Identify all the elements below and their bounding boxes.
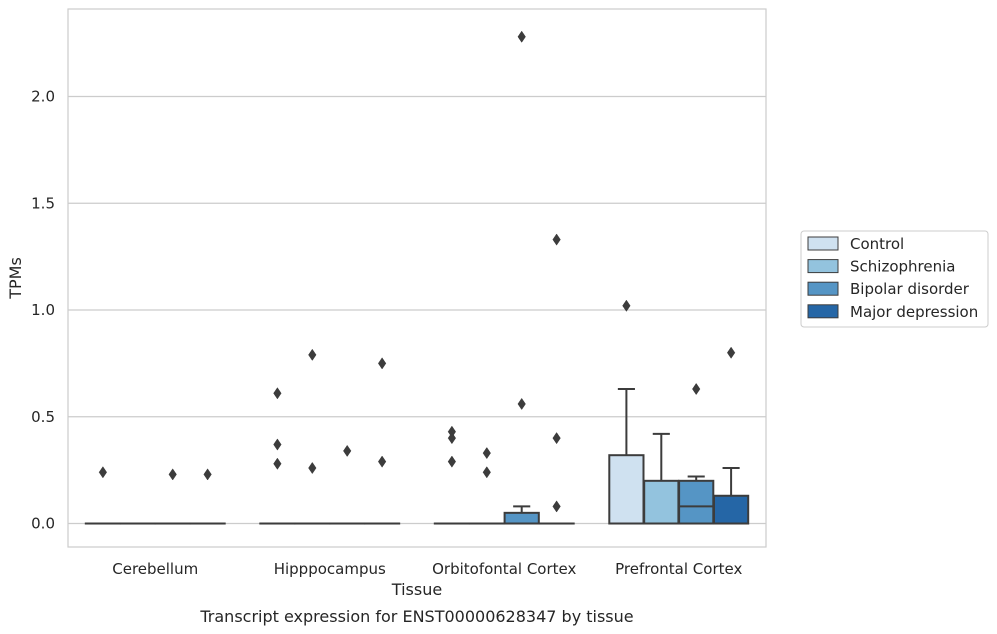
box-2-3 [538, 233, 575, 525]
y-tick-label: 2.0 [31, 88, 55, 106]
box-1-2 [329, 444, 366, 525]
outlier-point [168, 468, 177, 481]
box-body [608, 454, 645, 525]
outlier-point [482, 466, 491, 479]
outlier-point [203, 468, 212, 481]
x-tick-label: Hipppocampus [274, 560, 386, 578]
legend-frame [800, 230, 989, 328]
legend-swatch [807, 259, 839, 274]
box-3-0 [608, 299, 645, 525]
y-tick-label: 0.5 [31, 408, 55, 426]
chart-caption: Transcript expression for ENST0000062834… [199, 607, 633, 626]
y-axis-label: TPMs [6, 257, 25, 300]
y-tick-label: 1.5 [31, 194, 55, 212]
outlier-point [692, 382, 701, 396]
outlier-point [552, 500, 561, 513]
outlier-point [482, 447, 491, 460]
outlier-point [308, 461, 317, 475]
x-axis-ticks: Cerebellum Hipppocampus Orbitofontal Corte… [112, 560, 742, 578]
legend-swatch [807, 236, 839, 251]
box-body [678, 479, 715, 525]
legend: Control Schizophrenia Bipolar disorder Majo… [800, 230, 989, 328]
box-1-0 [259, 387, 296, 525]
legend-swatch [807, 304, 839, 319]
outlier-point [552, 432, 561, 445]
x-tick-label: Prefrontal Cortex [615, 560, 742, 578]
box-1-1 [294, 348, 331, 525]
outlier-point [273, 438, 282, 451]
legend-label: Bipolar disorder [850, 280, 970, 298]
legend-label: Schizophrenia [850, 258, 955, 276]
box-body [643, 479, 680, 525]
box-2-0 [433, 425, 471, 525]
legend-swatch [807, 281, 839, 296]
outlier-point [447, 455, 457, 468]
x-tick-label: Cerebellum [112, 560, 198, 578]
box-3-2 [678, 382, 715, 525]
x-tick-label: Orbitofontal Cortex [432, 560, 576, 578]
outlier-point [377, 455, 387, 468]
box-3-1 [643, 432, 680, 525]
box-1-3 [363, 357, 401, 525]
outlier-point [447, 432, 457, 445]
outlier-point [552, 233, 561, 246]
outlier-point [98, 466, 108, 479]
outlier-point [273, 387, 282, 400]
outlier-point [517, 30, 526, 43]
outlier-point [308, 348, 317, 361]
box-3-3 [712, 346, 750, 525]
plot-frame [67, 8, 767, 548]
y-axis-ticks: 0.0 0.5 1.0 1.5 2.0 [31, 88, 55, 533]
outlier-point [377, 357, 387, 370]
box-body [503, 511, 540, 525]
legend-label: Major depression [850, 303, 978, 321]
outlier-point [517, 397, 526, 411]
outlier-point [622, 299, 631, 312]
plot-marks [84, 30, 750, 525]
box-0-0 [84, 466, 122, 525]
x-axis-label: Tissue [391, 580, 442, 599]
outlier-point [343, 444, 352, 457]
box-2-2 [503, 30, 540, 525]
box-0-2 [154, 468, 191, 525]
box-2-1 [468, 447, 505, 525]
outlier-point [726, 346, 736, 359]
y-tick-label: 0.0 [31, 515, 55, 533]
outlier-point [273, 457, 282, 470]
box-body [712, 494, 750, 525]
legend-label: Control [850, 235, 904, 253]
y-tick-label: 1.0 [31, 301, 55, 319]
box-0-3 [189, 468, 226, 525]
